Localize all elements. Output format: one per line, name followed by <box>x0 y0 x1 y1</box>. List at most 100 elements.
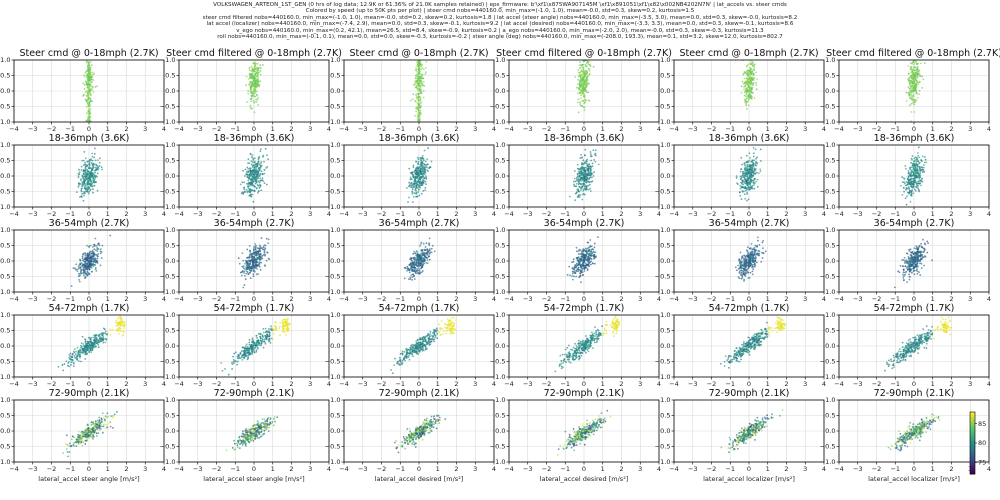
data-point <box>247 185 250 188</box>
x-tick-label: 3 <box>308 295 312 303</box>
data-point <box>257 167 260 170</box>
data-point <box>745 93 748 96</box>
data-point <box>914 72 917 75</box>
data-point <box>83 88 86 90</box>
data-point <box>580 73 583 76</box>
data-point <box>416 177 419 180</box>
x-tick-label: 0 <box>747 210 751 218</box>
data-point <box>593 159 595 161</box>
data-point <box>239 183 242 186</box>
data-point <box>576 188 579 191</box>
x-tick-label: −2 <box>872 125 882 133</box>
x-tick-label: −1 <box>725 210 735 218</box>
data-point <box>257 192 259 194</box>
data-point <box>583 180 586 183</box>
data-point <box>94 86 97 88</box>
data-point <box>582 83 585 86</box>
x-tick-label: −2 <box>542 125 552 133</box>
data-point <box>751 164 754 167</box>
data-point <box>419 165 422 168</box>
data-point <box>914 60 917 62</box>
data-point <box>422 181 425 184</box>
data-point <box>92 257 95 260</box>
data-point <box>87 80 89 83</box>
data-point <box>406 187 408 189</box>
data-point <box>86 73 89 76</box>
data-point <box>83 194 85 197</box>
data-point <box>922 166 925 169</box>
data-point <box>592 175 595 177</box>
y-tick-label: −0.5 <box>820 103 836 111</box>
data-point <box>94 147 96 150</box>
data-point <box>745 71 748 73</box>
y-tick-label: −0.5 <box>655 188 671 196</box>
data-point <box>919 74 922 77</box>
x-tick-label: −1 <box>560 210 570 218</box>
data-point <box>916 152 919 154</box>
data-point <box>913 63 915 66</box>
data-point <box>86 186 89 189</box>
data-point <box>92 252 95 255</box>
data-point <box>749 63 752 66</box>
data-point <box>579 64 581 66</box>
data-point <box>755 88 758 91</box>
data-point <box>911 82 914 85</box>
data-point <box>416 255 418 258</box>
data-point <box>754 164 757 167</box>
data-point <box>415 185 418 188</box>
data-point <box>746 108 748 110</box>
data-point <box>85 99 88 102</box>
data-point <box>248 83 251 86</box>
figure-header: VOLKSWAGEN_ARTEON_1ST_GEN (0 hrs of log … <box>0 2 1000 40</box>
data-point <box>245 84 247 87</box>
data-point <box>424 246 427 248</box>
data-point <box>245 270 248 273</box>
y-tick-label: 1.0 <box>660 141 670 149</box>
x-tick-label: −1 <box>65 210 75 218</box>
data-point <box>421 162 424 164</box>
data-point <box>415 96 418 99</box>
x-tick-label: −1 <box>890 210 900 218</box>
data-point <box>87 105 90 108</box>
data-point <box>585 65 588 68</box>
data-point <box>910 102 913 105</box>
data-point <box>590 159 592 162</box>
data-point <box>95 270 98 272</box>
data-point <box>253 111 256 114</box>
x-tick-label: −4 <box>174 125 184 133</box>
data-point <box>419 259 422 262</box>
data-point <box>748 89 750 92</box>
data-point <box>909 168 911 170</box>
y-tick-label: −1.0 <box>820 118 836 126</box>
data-point <box>420 156 423 159</box>
data-point <box>913 184 915 187</box>
data-point <box>582 78 585 80</box>
data-point <box>412 166 415 169</box>
data-point <box>909 92 912 94</box>
data-point <box>753 97 756 99</box>
data-point <box>589 151 592 153</box>
data-point <box>79 196 81 198</box>
data-point <box>749 185 752 188</box>
data-point <box>264 244 267 247</box>
data-point <box>748 152 751 155</box>
data-point <box>418 119 421 122</box>
data-point <box>244 262 246 265</box>
x-tick-label: −1 <box>560 125 570 133</box>
data-point <box>572 258 575 261</box>
data-point <box>249 188 251 191</box>
data-point <box>258 80 261 83</box>
data-point <box>239 271 242 274</box>
data-point <box>244 278 247 281</box>
x-tick-label: 0 <box>912 125 916 133</box>
data-point <box>89 89 92 91</box>
data-point <box>415 93 418 96</box>
x-tick-label: 1 <box>271 210 275 218</box>
data-point <box>254 246 257 249</box>
x-tick-label: −3 <box>358 210 368 218</box>
data-point <box>257 161 259 163</box>
data-point <box>411 191 414 194</box>
data-point <box>912 192 915 195</box>
data-point <box>586 178 588 181</box>
y-tick-label: −0.5 <box>820 188 836 196</box>
